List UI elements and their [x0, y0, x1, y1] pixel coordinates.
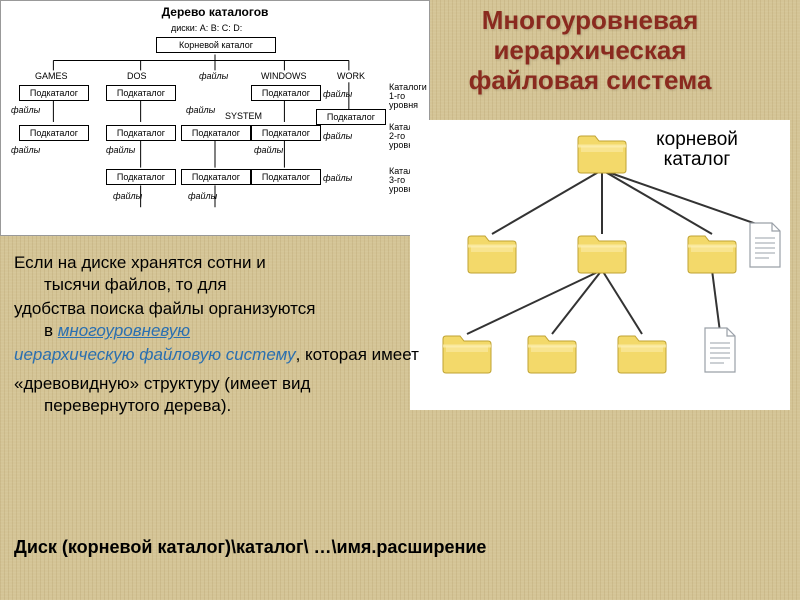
folder-icon	[685, 230, 739, 274]
body-text: Если на диске хранятся сотни и тысячи фа…	[14, 252, 454, 419]
file-icon	[700, 325, 740, 375]
body-p1b: тысячи файлов, то для	[14, 274, 454, 296]
slide-title: Многоуровневая иерархическая файловая си…	[400, 6, 780, 96]
sub-2-1: Подкаталог	[19, 125, 89, 141]
root-catalog-node: Корневой каталог	[156, 37, 276, 53]
files-1-3: файлы	[323, 89, 352, 99]
level-1-label: Каталоги 1-го уровня	[389, 83, 431, 110]
title-line-1: Многоуровневая	[482, 5, 699, 35]
file-icon	[745, 220, 785, 270]
term-hierarchical: иерархическую файловую систему	[14, 345, 296, 364]
root-folder-label: корневой каталог	[642, 130, 752, 170]
sub-1-3: Подкаталог	[251, 85, 321, 101]
disks-label: диски: A: B: C: D:	[171, 23, 242, 33]
sub-1-4: Подкаталог	[316, 109, 386, 125]
files-3-3: файлы	[188, 191, 217, 201]
title-line-3: файловая система	[469, 65, 712, 95]
body-p1a: Если на диске хранятся сотни и	[14, 253, 266, 272]
sub-2-4: Подкаталог	[251, 125, 321, 141]
sub-3-2: Подкаталог	[181, 169, 251, 185]
folder-icon	[575, 230, 629, 274]
files-2-2: файлы	[106, 145, 135, 155]
system-label: SYSTEM	[225, 111, 262, 121]
files-3-1: файлы	[323, 173, 352, 183]
body-p2b-pre: в	[44, 321, 58, 340]
cat-work: WORK	[337, 71, 365, 81]
folder-icon	[615, 330, 669, 374]
files-2-4: файлы	[323, 131, 352, 141]
cat-dos: DOS	[127, 71, 147, 81]
path-format-line: Диск (корневой каталог)\каталог\ …\имя.р…	[14, 537, 486, 558]
cat-files: файлы	[199, 71, 228, 81]
cat-games: GAMES	[35, 71, 68, 81]
folder-tree-illustration: корневой каталог	[410, 120, 790, 410]
term-multilevel: многоуровневую	[58, 321, 190, 340]
body-p4b: перевернутого дерева).	[14, 395, 454, 417]
body-p2a: удобства поиска файлы организуются	[14, 299, 315, 318]
sub-3-1: Подкаталог	[106, 169, 176, 185]
cat-windows: WINDOWS	[261, 71, 307, 81]
sub-2-3: Подкаталог	[181, 125, 251, 141]
folder-icon	[465, 230, 519, 274]
body-p4a: «древовидную» структуру (имеет вид	[14, 374, 310, 393]
files-2-1: файлы	[11, 145, 40, 155]
files-3-2: файлы	[113, 191, 142, 201]
body-p3-tail: , которая имеет	[296, 345, 419, 364]
sub-3-3: Подкаталог	[251, 169, 321, 185]
sub-1-1: Подкаталог	[19, 85, 89, 101]
files-1-1: файлы	[11, 105, 40, 115]
title-line-2: иерархическая	[493, 35, 686, 65]
sub-2-2: Подкаталог	[106, 125, 176, 141]
folder-icon	[525, 330, 579, 374]
folder-icon	[575, 130, 629, 174]
catalog-tree-diagram: Дерево каталогов диски: A: B: C: D:	[0, 0, 430, 236]
files-1-2: файлы	[186, 105, 215, 115]
sub-1-2: Подкаталог	[106, 85, 176, 101]
files-2-3: файлы	[254, 145, 283, 155]
